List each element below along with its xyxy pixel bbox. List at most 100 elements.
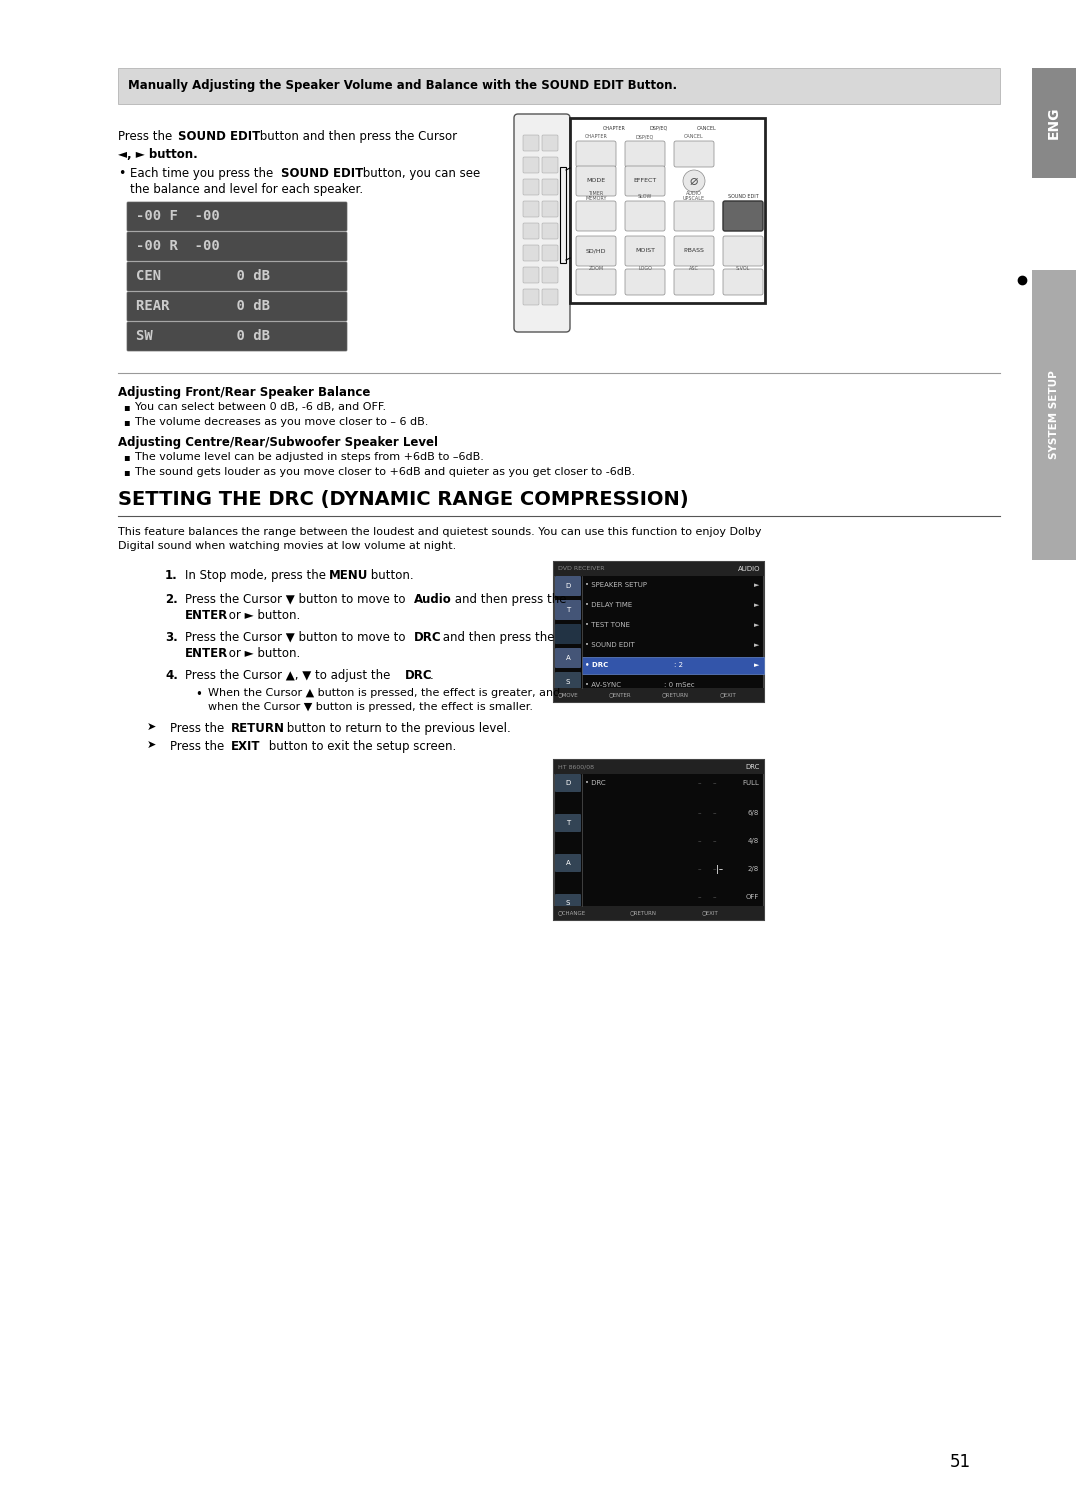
Text: Audio: Audio — [414, 592, 451, 606]
FancyBboxPatch shape — [523, 267, 539, 283]
Text: –: – — [712, 894, 716, 900]
FancyBboxPatch shape — [576, 201, 616, 231]
Text: CHAPTER: CHAPTER — [603, 125, 625, 130]
FancyBboxPatch shape — [523, 222, 539, 239]
Bar — [554, 906, 764, 921]
Text: ASC: ASC — [689, 266, 699, 270]
Text: RETURN: RETURN — [231, 722, 285, 736]
Text: ⌀: ⌀ — [690, 175, 698, 188]
Bar — [554, 759, 764, 921]
Text: Adjusting Front/Rear Speaker Balance: Adjusting Front/Rear Speaker Balance — [118, 386, 370, 398]
Text: Manually Adjusting the Speaker Volume and Balance with the SOUND EDIT Button.: Manually Adjusting the Speaker Volume an… — [129, 79, 677, 93]
Text: ○EXIT: ○EXIT — [702, 910, 719, 916]
Text: Each time you press the: Each time you press the — [130, 167, 276, 181]
FancyBboxPatch shape — [576, 236, 616, 266]
Text: Press the: Press the — [170, 740, 228, 753]
Text: LOGO: LOGO — [638, 266, 652, 270]
Text: AUDIO
UPSCALE: AUDIO UPSCALE — [683, 191, 705, 201]
Text: ○CHANGE: ○CHANGE — [558, 910, 586, 916]
FancyBboxPatch shape — [625, 166, 665, 195]
Text: •: • — [118, 167, 125, 181]
Text: –: – — [698, 839, 701, 844]
Text: button and then press the Cursor: button and then press the Cursor — [256, 130, 457, 143]
Text: P.BASS: P.BASS — [684, 249, 704, 254]
FancyBboxPatch shape — [625, 236, 665, 266]
Text: –: – — [712, 810, 716, 816]
FancyBboxPatch shape — [523, 289, 539, 304]
Text: or ► button.: or ► button. — [225, 648, 300, 659]
Text: button to return to the previous level.: button to return to the previous level. — [283, 722, 511, 736]
FancyBboxPatch shape — [576, 269, 616, 295]
Bar — [582, 656, 764, 674]
FancyBboxPatch shape — [127, 292, 347, 321]
Text: CEN         0 dB: CEN 0 dB — [136, 270, 270, 283]
Text: Press the Cursor ▼ button to move to: Press the Cursor ▼ button to move to — [185, 592, 409, 606]
Text: |–: |– — [716, 864, 724, 873]
Text: CANCEL: CANCEL — [684, 134, 704, 139]
FancyBboxPatch shape — [523, 179, 539, 195]
Text: –: – — [712, 839, 716, 844]
Text: D: D — [565, 780, 570, 786]
Text: when the Cursor ▼ button is pressed, the effect is smaller.: when the Cursor ▼ button is pressed, the… — [208, 703, 534, 712]
Text: DRC: DRC — [414, 631, 442, 645]
Text: ➤: ➤ — [147, 740, 157, 750]
Text: ▪: ▪ — [123, 452, 130, 463]
Text: SETTING THE DRC (DYNAMIC RANGE COMPRESSION): SETTING THE DRC (DYNAMIC RANGE COMPRESSI… — [118, 489, 689, 509]
Text: button, you can see: button, you can see — [359, 167, 481, 181]
Text: MOIST: MOIST — [635, 249, 654, 254]
Text: The sound gets louder as you move closer to +6dB and quieter as you get closer t: The sound gets louder as you move closer… — [135, 467, 635, 477]
Text: • TEST TONE: • TEST TONE — [585, 622, 630, 628]
Text: ENTER: ENTER — [185, 648, 228, 659]
Text: When the Cursor ▲ button is pressed, the effect is greater, and: When the Cursor ▲ button is pressed, the… — [208, 688, 561, 698]
FancyBboxPatch shape — [555, 774, 581, 792]
Text: SD/HD: SD/HD — [585, 249, 606, 254]
Text: • DELAY TIME: • DELAY TIME — [585, 601, 632, 609]
FancyBboxPatch shape — [542, 179, 558, 195]
Text: •: • — [195, 688, 202, 701]
FancyBboxPatch shape — [555, 576, 581, 595]
Text: In Stop mode, press the: In Stop mode, press the — [185, 568, 329, 582]
FancyBboxPatch shape — [127, 231, 347, 261]
FancyBboxPatch shape — [555, 624, 581, 645]
Text: SOUND EDIT: SOUND EDIT — [281, 167, 363, 181]
Text: The volume level can be adjusted in steps from +6dB to –6dB.: The volume level can be adjusted in step… — [135, 452, 484, 463]
Text: : 2: : 2 — [674, 662, 683, 668]
Text: • DRC: • DRC — [585, 780, 606, 786]
Text: You can select between 0 dB, -6 dB, and OFF.: You can select between 0 dB, -6 dB, and … — [135, 401, 387, 412]
Text: ENG: ENG — [1047, 107, 1061, 139]
FancyBboxPatch shape — [542, 134, 558, 151]
FancyBboxPatch shape — [555, 853, 581, 871]
Bar — [554, 562, 764, 703]
FancyBboxPatch shape — [523, 157, 539, 173]
Text: Digital sound when watching movies at low volume at night.: Digital sound when watching movies at lo… — [118, 542, 456, 551]
Text: –: – — [698, 894, 701, 900]
FancyBboxPatch shape — [576, 142, 616, 167]
FancyBboxPatch shape — [576, 166, 616, 195]
FancyBboxPatch shape — [723, 269, 762, 295]
Text: • DRC: • DRC — [585, 662, 608, 668]
Text: 4/8: 4/8 — [747, 839, 759, 844]
FancyBboxPatch shape — [555, 894, 581, 912]
Text: 51: 51 — [949, 1453, 971, 1471]
FancyBboxPatch shape — [674, 236, 714, 266]
Text: and then press the: and then press the — [451, 592, 567, 606]
FancyBboxPatch shape — [523, 134, 539, 151]
Bar — [554, 759, 764, 774]
FancyBboxPatch shape — [542, 222, 558, 239]
FancyBboxPatch shape — [523, 245, 539, 261]
Text: 3.: 3. — [165, 631, 178, 645]
Text: the balance and level for each speaker.: the balance and level for each speaker. — [130, 184, 363, 195]
Text: The volume decreases as you move closer to – 6 dB.: The volume decreases as you move closer … — [135, 416, 429, 427]
Text: EXIT: EXIT — [231, 740, 260, 753]
FancyBboxPatch shape — [555, 648, 581, 668]
Text: –: – — [712, 780, 716, 786]
Text: CHAPTER: CHAPTER — [584, 134, 607, 139]
Text: SYSTEM SETUP: SYSTEM SETUP — [1049, 370, 1059, 460]
FancyBboxPatch shape — [723, 201, 762, 231]
Text: Press the Cursor ▲, ▼ to adjust the: Press the Cursor ▲, ▼ to adjust the — [185, 668, 394, 682]
Text: • SOUND EDIT: • SOUND EDIT — [585, 642, 635, 648]
Text: ▪: ▪ — [123, 401, 130, 412]
Text: AUDIO: AUDIO — [738, 565, 760, 571]
Bar — [1032, 270, 1076, 560]
Text: ▪: ▪ — [123, 416, 130, 427]
